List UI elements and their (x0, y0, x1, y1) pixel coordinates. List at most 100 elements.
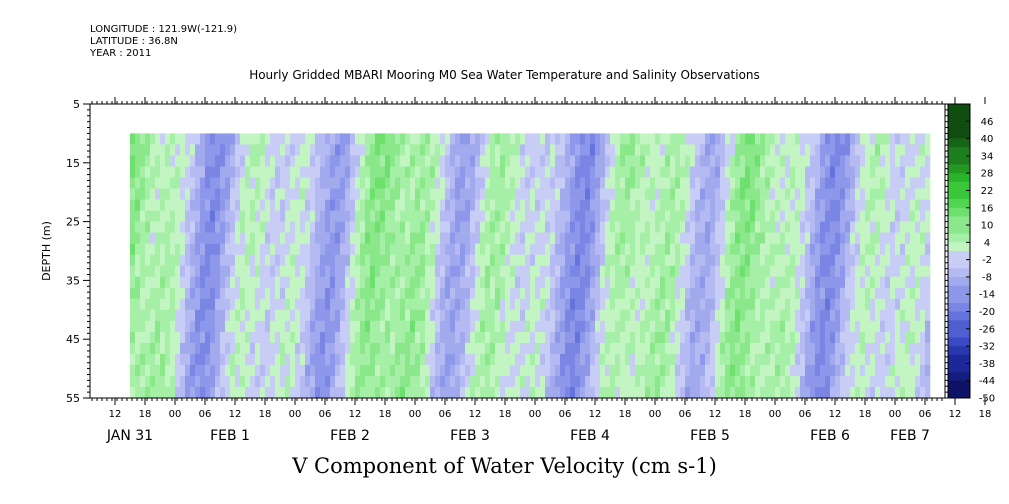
heatmap-cell (300, 177, 306, 189)
heatmap-cell (205, 210, 211, 222)
heatmap-cell (615, 232, 621, 244)
heatmap-cell (790, 155, 796, 167)
heatmap-cell (520, 221, 526, 233)
heatmap-cell (455, 155, 461, 167)
heatmap-cell (405, 320, 411, 333)
heatmap-cell (820, 221, 826, 233)
heatmap-cell (715, 342, 721, 355)
heatmap-cell (635, 166, 641, 178)
heatmap-cell (765, 276, 771, 288)
heatmap-cell (320, 364, 326, 377)
heatmap-cell (870, 166, 876, 178)
heatmap-cell (445, 375, 451, 388)
heatmap-cell (160, 353, 166, 366)
heatmap-cell (420, 320, 426, 333)
heatmap-cell (685, 342, 691, 355)
heatmap-cell (550, 298, 556, 311)
heatmap-cell (735, 320, 741, 333)
heatmap-cell (285, 276, 291, 288)
heatmap-cell (170, 254, 176, 266)
heatmap-cell (865, 364, 871, 377)
heatmap-cell (355, 364, 361, 377)
heatmap-cell (295, 221, 301, 233)
heatmap-cell (835, 199, 841, 211)
heatmap-cell (615, 177, 621, 189)
heatmap-cell (450, 177, 456, 189)
heatmap-cell (600, 342, 606, 355)
heatmap-cell (755, 287, 761, 300)
heatmap-cell (830, 331, 836, 344)
heatmap-cell (375, 309, 381, 322)
heatmap-cell (330, 309, 336, 322)
heatmap-cell (395, 232, 401, 244)
heatmap-cell (260, 364, 266, 377)
heatmap-cell (420, 188, 426, 200)
heatmap-cell (890, 353, 896, 366)
heatmap-cell (580, 133, 586, 145)
heatmap-cell (170, 177, 176, 189)
heatmap-cell (210, 133, 216, 145)
heatmap-cell (315, 320, 321, 333)
heatmap-cell (645, 309, 651, 322)
heatmap-cell (825, 309, 831, 322)
heatmap-cell (240, 375, 246, 388)
heatmap-cell (675, 199, 681, 211)
colorbar-label: 16 (981, 203, 994, 214)
heatmap-cell (715, 331, 721, 344)
heatmap-cell (190, 188, 196, 200)
heatmap-cell (690, 342, 696, 355)
heatmap-cell (205, 166, 211, 178)
heatmap-cell (435, 188, 441, 200)
heatmap-cell (735, 353, 741, 366)
heatmap-cell (635, 221, 641, 233)
heatmap-cell (635, 210, 641, 222)
heatmap-cell (565, 199, 571, 211)
heatmap-cell (150, 210, 156, 222)
heatmap-cell (675, 177, 681, 189)
heatmap-cell (140, 287, 146, 300)
heatmap-cell (820, 320, 826, 333)
heatmap-cell (785, 364, 791, 377)
heatmap-cell (135, 155, 141, 167)
colorbar-bin (948, 302, 970, 312)
heatmap-cell (445, 254, 451, 266)
heatmap-cell (635, 287, 641, 300)
heatmap-cell (485, 298, 491, 311)
heatmap-cell (385, 265, 391, 277)
heatmap-cell (290, 254, 296, 266)
heatmap-cell (465, 188, 471, 200)
heatmap-cell (560, 210, 566, 222)
y-axis-label: DEPTH (m) (40, 221, 53, 281)
heatmap-cell (665, 364, 671, 377)
heatmap-cell (735, 188, 741, 200)
x-day-label: FEB 5 (690, 428, 730, 444)
heatmap-cell (215, 298, 221, 311)
heatmap-cell (475, 221, 481, 233)
heatmap-cell (495, 254, 501, 266)
heatmap-cell (645, 254, 651, 266)
heatmap-cell (695, 254, 701, 266)
heatmap-cell (290, 221, 296, 233)
heatmap-cell (710, 298, 716, 311)
latitude-label: LATITUDE : 36.8N (90, 36, 178, 47)
heatmap-cell (200, 342, 206, 355)
heatmap-cell (745, 320, 751, 333)
heatmap-cell (135, 387, 141, 399)
heatmap-cell (760, 254, 766, 266)
heatmap-cell (385, 199, 391, 211)
heatmap-cell (415, 309, 421, 322)
heatmap-cell (240, 199, 246, 211)
heatmap-cell (195, 276, 201, 288)
heatmap-cell (715, 364, 721, 377)
heatmap-cell (835, 320, 841, 333)
heatmap-cell (175, 265, 181, 277)
heatmap-cell (200, 133, 206, 145)
heatmap-cell (480, 276, 486, 288)
heatmap-cell (680, 210, 686, 222)
heatmap-cell (850, 177, 856, 189)
heatmap-cell (595, 166, 601, 178)
heatmap-cell (260, 199, 266, 211)
heatmap-cell (855, 375, 861, 388)
heatmap-cell (765, 188, 771, 200)
